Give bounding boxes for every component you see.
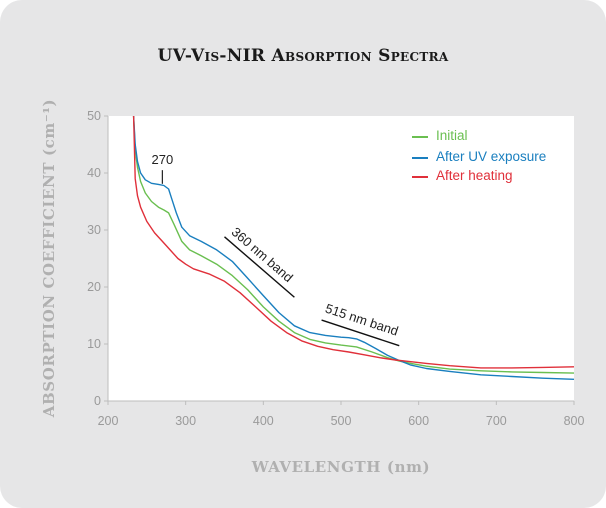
x-tick-label: 400 <box>253 414 274 428</box>
series-line-1 <box>132 115 575 380</box>
y-tick-label: 0 <box>94 394 101 408</box>
x-tick-label: 500 <box>331 414 352 428</box>
y-tick-label: 20 <box>87 280 101 294</box>
x-tick-label: 800 <box>564 414 585 428</box>
legend-label-after-uv: After UV exposure <box>436 149 547 164</box>
series-line-0 <box>132 115 575 374</box>
y-tick-label: 50 <box>87 109 101 123</box>
annotation-360-band-label: 360 nm band <box>229 224 296 285</box>
x-axis-label: WAVELENGTH (nm) <box>251 458 431 476</box>
annotation-360-band-line <box>224 236 295 298</box>
annotation-270-label: 270 <box>152 152 174 167</box>
y-tick-label: 10 <box>87 337 101 351</box>
x-tick-label: 300 <box>175 414 196 428</box>
x-tick-label: 700 <box>486 414 507 428</box>
y-tick-label: 40 <box>87 166 101 180</box>
legend-label-initial: Initial <box>436 128 468 143</box>
series-line-2 <box>132 115 575 369</box>
legend-swatch-after-uv <box>412 157 428 159</box>
legend-swatch-after-heating <box>412 176 428 178</box>
y-tick-label: 30 <box>87 223 101 237</box>
x-tick-label: 200 <box>98 414 119 428</box>
legend-swatch-initial <box>412 136 428 138</box>
annotation-515-band-line <box>321 319 400 347</box>
chart-title: UV-Vis-NIR Absorption Spectra <box>157 46 449 66</box>
legend-label-after-heating: After heating <box>436 168 513 183</box>
x-tick-label: 600 <box>408 414 429 428</box>
plot-area <box>108 116 574 401</box>
